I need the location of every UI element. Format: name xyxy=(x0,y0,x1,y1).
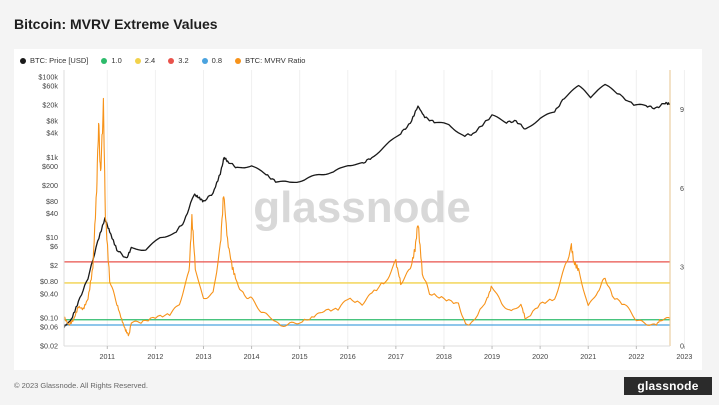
x-tick-label-2015: 2015 xyxy=(292,352,308,361)
x-tick-label-2017: 2017 xyxy=(388,352,404,361)
chart-series xyxy=(63,83,671,337)
legend-dot-btc-price xyxy=(20,57,26,64)
left-tick-label-14: $0.40 xyxy=(40,289,58,298)
legend-item-threshold-1-0[interactable]: 1.0 xyxy=(101,56,122,65)
chart-card xyxy=(14,49,702,370)
left-tick-label-16: $0.06 xyxy=(40,322,58,331)
right-tick-label-6: 6 xyxy=(680,184,684,193)
legend-label-threshold-2-4: 2.4 xyxy=(144,56,156,65)
left-tick-label-8: $80 xyxy=(46,197,58,206)
copyright-footer: © 2023 Glassnode. All Rights Reserved. xyxy=(14,381,148,390)
left-tick-label-13: $0.80 xyxy=(40,277,58,286)
left-tick-label-12: $2 xyxy=(50,261,58,270)
x-tick-label-2013: 2013 xyxy=(195,352,211,361)
x-tick-label-2014: 2014 xyxy=(244,352,260,361)
legend-label-btc-price: BTC: Price [USD] xyxy=(30,56,89,65)
chart-title: Bitcoin: MVRV Extreme Values xyxy=(14,16,218,32)
x-tick-label-2019: 2019 xyxy=(484,352,500,361)
left-tick-label-9: $40 xyxy=(46,209,58,218)
left-tick-label-7: $200 xyxy=(42,181,58,190)
right-tick-label-0: 0 xyxy=(680,342,684,351)
legend-item-threshold-2-4[interactable]: 2.4 xyxy=(134,56,156,65)
left-tick-label-17: $0.02 xyxy=(40,342,58,351)
legend-label-mvrv-ratio: BTC: MVRV Ratio xyxy=(245,56,306,65)
chart-axes: $100k$60k$20k$8k$4k$1k$600$200$80$40$10$… xyxy=(38,70,692,361)
x-tick-label-2022: 2022 xyxy=(628,352,644,361)
right-tick-label-3: 3 xyxy=(680,263,684,272)
x-tick-label-2012: 2012 xyxy=(147,352,163,361)
chart-grid xyxy=(106,70,685,346)
legend-dot-mvrv-ratio xyxy=(235,57,242,64)
legend-dot-threshold-0-8 xyxy=(201,57,208,64)
left-tick-label-2: $20k xyxy=(42,101,58,110)
left-tick-label-4: $4k xyxy=(46,129,58,138)
glassnode-watermark: glassnode xyxy=(253,183,471,232)
x-tick-label-2020: 2020 xyxy=(532,352,548,361)
x-tick-label-2018: 2018 xyxy=(436,352,452,361)
mvrv-ratio-line xyxy=(63,97,671,337)
x-tick-label-2023: 2023 xyxy=(676,352,692,361)
left-tick-label-10: $10 xyxy=(46,233,58,242)
left-tick-label-11: $6 xyxy=(50,242,58,251)
left-tick-label-15: $0.10 xyxy=(40,313,58,322)
left-tick-label-1: $60k xyxy=(42,81,58,90)
legend-dot-threshold-1-0 xyxy=(101,57,108,64)
legend-label-threshold-1-0: 1.0 xyxy=(111,56,122,65)
legend-dot-threshold-2-4 xyxy=(134,57,141,64)
x-tick-label-2011: 2011 xyxy=(100,352,115,361)
legend-item-threshold-3-2[interactable]: 3.2 xyxy=(168,56,189,65)
left-tick-label-5: $1k xyxy=(46,153,58,162)
legend-item-mvrv-ratio[interactable]: BTC: MVRV Ratio xyxy=(235,56,305,65)
left-tick-label-3: $8k xyxy=(46,117,58,126)
glassnode-logo-badge: glassnode xyxy=(624,377,712,395)
right-tick-label-9: 9 xyxy=(680,105,684,114)
btc-price-line xyxy=(63,83,670,329)
legend-item-threshold-0-8[interactable]: 0.8 xyxy=(201,56,223,65)
threshold-lines xyxy=(64,261,670,326)
left-tick-label-0: $100k xyxy=(38,73,58,82)
legend-item-btc-price[interactable]: BTC: Price [USD] xyxy=(20,56,88,65)
left-tick-label-6: $600 xyxy=(42,162,58,171)
x-tick-label-2021: 2021 xyxy=(580,352,596,361)
legend-label-threshold-0-8: 0.8 xyxy=(211,56,223,65)
x-tick-label-2016: 2016 xyxy=(340,352,356,361)
chart-legend: BTC: Price [USD] 1.0 2.4 3.2 0.8 BTC: MV… xyxy=(20,56,305,65)
legend-label-threshold-3-2: 3.2 xyxy=(178,56,189,65)
legend-dot-threshold-3-2 xyxy=(168,57,175,64)
